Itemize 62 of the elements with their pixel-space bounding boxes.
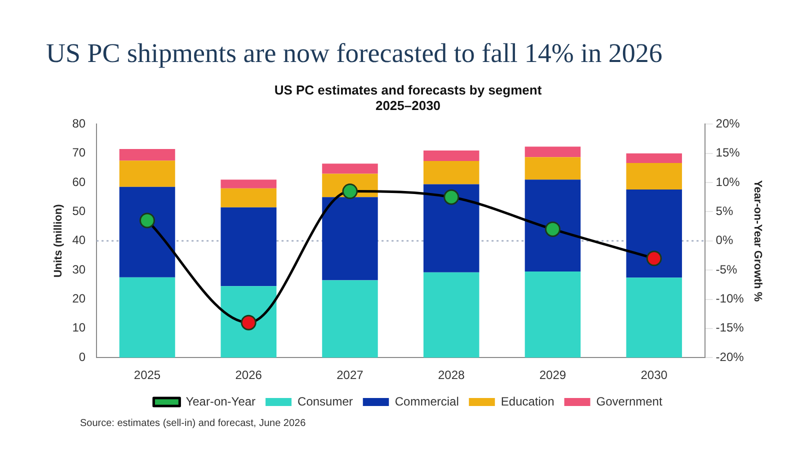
bar: [220, 286, 276, 358]
y-tick-label: 50: [72, 204, 86, 218]
bar: [220, 207, 276, 286]
bar: [423, 160, 480, 184]
point: [444, 189, 460, 205]
bar: [626, 190, 682, 278]
y-tick-label: 10: [72, 320, 86, 335]
bar: [220, 180, 276, 188]
bar: [626, 163, 682, 190]
y2-tick-label: 5%: [716, 204, 734, 218]
bar: [423, 184, 480, 272]
y-tick-label: 70: [72, 146, 86, 160]
bar: [524, 180, 581, 272]
legend-label: Commercial: [394, 394, 459, 408]
bar: [119, 160, 176, 187]
legend-label: Year-on-Year: [186, 394, 256, 408]
y2-tick-label: -5%: [716, 262, 738, 276]
bar: [119, 277, 176, 358]
x-tick-label: 2029: [539, 368, 566, 382]
chart-subtitle: US PC estimates and forecasts by segment 2025–2030: [274, 82, 542, 113]
y2-tick-label: -15%: [716, 320, 744, 335]
y-tick-label: 60: [72, 174, 86, 189]
point: [646, 250, 662, 266]
x-tick-label: 2028: [438, 368, 466, 382]
bar: [322, 280, 378, 358]
y-axis-title: Units (million): [52, 204, 65, 278]
x-tick-label: 2026: [235, 368, 262, 382]
point: [139, 212, 155, 228]
y-tick-label: 80: [72, 116, 86, 131]
x-tick-label: 2030: [640, 368, 668, 382]
legend-label: Education: [500, 394, 554, 408]
y2-tick-label: 10%: [716, 174, 740, 189]
point: [544, 221, 560, 237]
y2-tick-label: -10%: [716, 292, 744, 306]
point: [240, 314, 256, 330]
y-tick-label: 30: [72, 262, 86, 276]
y-tick-label: 20: [72, 292, 86, 306]
chart-title: US PC shipments are now forecasted to fall 14% in 2026: [45, 37, 664, 70]
y2-tick-label: -20%: [716, 350, 744, 364]
bar: [423, 150, 480, 161]
bar: [524, 146, 581, 158]
y-tick-label: 40: [72, 233, 86, 248]
bar: [524, 157, 581, 180]
bar: [119, 186, 176, 278]
bar: [119, 149, 176, 161]
legend-label: Government: [596, 394, 663, 408]
bar: [524, 272, 581, 358]
bar: [626, 153, 682, 164]
bar: [626, 278, 682, 358]
y2-tick-label: 15%: [716, 146, 740, 160]
x-tick-label: 2027: [336, 368, 364, 382]
x-tick-label: 2025: [134, 368, 161, 382]
bar: [423, 272, 480, 358]
y-tick-label: 0: [78, 350, 86, 364]
bar: [220, 188, 276, 208]
bar: [322, 164, 378, 174]
source-note: Source: estimates (sell-in) and forecast, June 2026: [80, 418, 307, 429]
y2-axis-title: Year-on-Year Growth %: [751, 180, 764, 302]
y2-tick-label: 20%: [716, 116, 740, 131]
y2-tick-label: 0%: [716, 233, 734, 248]
legend-label: Consumer: [298, 394, 353, 408]
bar: [322, 197, 378, 280]
